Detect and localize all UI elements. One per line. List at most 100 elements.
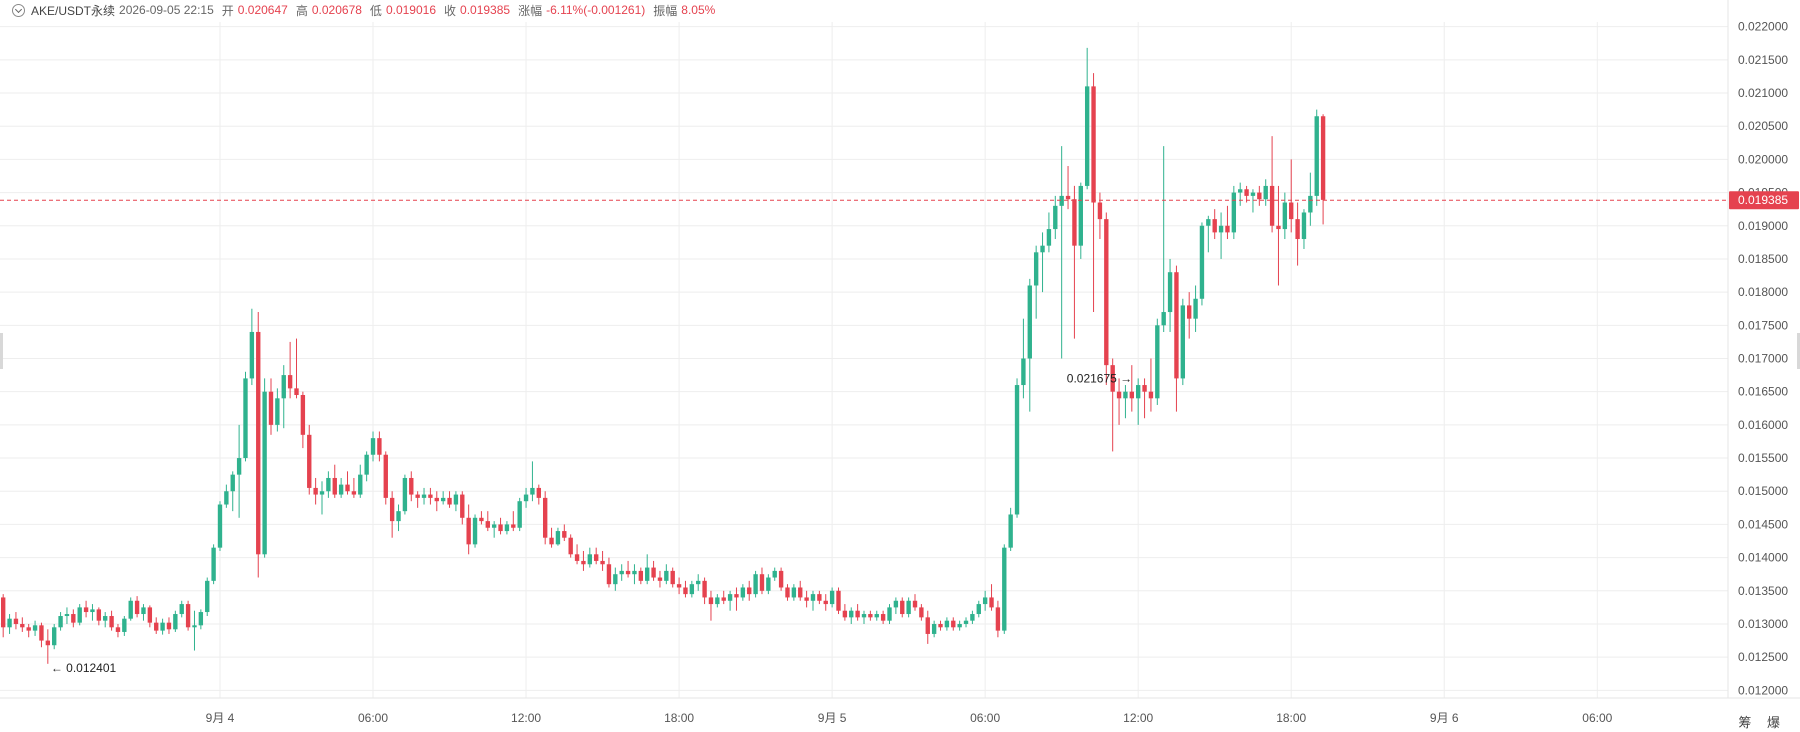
candle-body <box>880 614 886 621</box>
candle-up <box>1008 507 1013 551</box>
candle-down <box>1148 358 1154 412</box>
candle-down <box>823 594 828 611</box>
candle-up <box>931 620 937 638</box>
time-tick-label: 12:00 <box>1123 711 1153 725</box>
candle-down <box>900 597 905 618</box>
candle-body <box>657 577 663 581</box>
candle-down <box>1110 358 1115 452</box>
candle-down <box>466 504 471 555</box>
candle-down <box>511 511 516 532</box>
candle-up <box>530 461 535 502</box>
candle-body <box>7 618 12 628</box>
candle-body <box>1314 116 1319 196</box>
time-tick-label: 12:00 <box>511 711 541 725</box>
candle-up <box>491 521 497 538</box>
candle-body <box>555 531 561 545</box>
candle-down <box>855 604 860 621</box>
candle-body <box>1276 225 1281 230</box>
candle-down <box>460 491 465 525</box>
candle-down <box>109 610 114 631</box>
close-label: 收 <box>444 3 457 18</box>
candle-up <box>810 590 816 611</box>
price-tick-label: 0.012500 <box>1738 650 1788 664</box>
candle-body <box>1059 195 1064 206</box>
candle-body <box>52 627 57 646</box>
candle-body <box>511 524 516 528</box>
candle-up <box>281 365 286 429</box>
candle-up <box>1021 318 1026 399</box>
price-tick-label: 0.021500 <box>1738 53 1788 67</box>
candle-body <box>696 580 701 585</box>
candle-body <box>810 594 816 601</box>
symbol-label[interactable]: AKE/USDT永续 <box>31 3 116 18</box>
open-value: 0.020647 <box>237 3 288 17</box>
candle-up <box>1014 378 1020 518</box>
candle-body <box>1193 298 1198 319</box>
candle-body <box>90 609 95 613</box>
candle-up <box>1027 278 1032 412</box>
candle-body <box>874 614 879 618</box>
candle-up <box>1238 182 1243 206</box>
candle-up <box>791 584 797 601</box>
candle-body <box>1180 305 1186 379</box>
candle-down <box>1295 202 1300 266</box>
candle-body <box>370 438 376 455</box>
candle-down <box>836 587 841 615</box>
right-scroll-handle[interactable] <box>1797 333 1800 369</box>
candle-body <box>1040 245 1045 253</box>
price-tick-label: 0.022000 <box>1738 20 1788 34</box>
candle-body <box>83 607 89 613</box>
price-tick-label: 0.015500 <box>1738 451 1788 465</box>
candle-body <box>970 614 975 621</box>
candle-up <box>396 504 401 532</box>
candle-up <box>1033 245 1039 319</box>
candle-up <box>90 604 95 621</box>
candle-body <box>345 484 350 492</box>
candle-up <box>205 577 210 617</box>
candle-body <box>1218 225 1224 233</box>
candle-up <box>1002 544 1007 634</box>
candle-up <box>740 584 746 601</box>
candle-body <box>160 622 165 631</box>
candle-up <box>1199 222 1205 306</box>
candle-up <box>326 471 331 498</box>
candle-body <box>1199 225 1205 299</box>
candle-down <box>951 617 956 631</box>
candle-body <box>1161 312 1166 326</box>
candle-up <box>217 501 223 551</box>
candle-body <box>364 454 369 475</box>
candle-body <box>536 487 541 498</box>
candle-down <box>1 594 6 638</box>
candle-up <box>517 497 522 532</box>
close-value: 0.019385 <box>460 3 511 17</box>
candle-up <box>829 587 835 608</box>
candle-body <box>498 524 503 532</box>
candle-down <box>1320 114 1326 225</box>
candle-body <box>919 607 924 618</box>
candle-up <box>753 570 758 598</box>
candle-up <box>338 477 344 498</box>
price-tick-label: 0.016000 <box>1738 418 1788 432</box>
candle-body <box>1308 195 1313 213</box>
candle-body <box>1250 192 1256 196</box>
collapse-toggle-icon[interactable] <box>12 3 25 17</box>
candle-body <box>281 375 286 399</box>
candle-up <box>696 574 701 591</box>
candle-up <box>230 471 235 512</box>
candle-body <box>823 600 828 605</box>
candle-down <box>594 547 599 565</box>
candle-down <box>377 431 382 462</box>
left-scroll-handle[interactable] <box>0 333 3 369</box>
candle-down <box>919 604 924 621</box>
high-label: 高 <box>295 3 308 18</box>
candle-body <box>785 587 790 598</box>
candle-up <box>944 617 950 631</box>
candle-body <box>504 524 510 532</box>
candle-down <box>1225 205 1230 240</box>
chip-liquidation-tools[interactable]: 筹 爆 <box>1738 715 1786 730</box>
candle-down <box>383 451 388 505</box>
candle-up <box>963 617 969 628</box>
candle-body <box>109 616 114 628</box>
